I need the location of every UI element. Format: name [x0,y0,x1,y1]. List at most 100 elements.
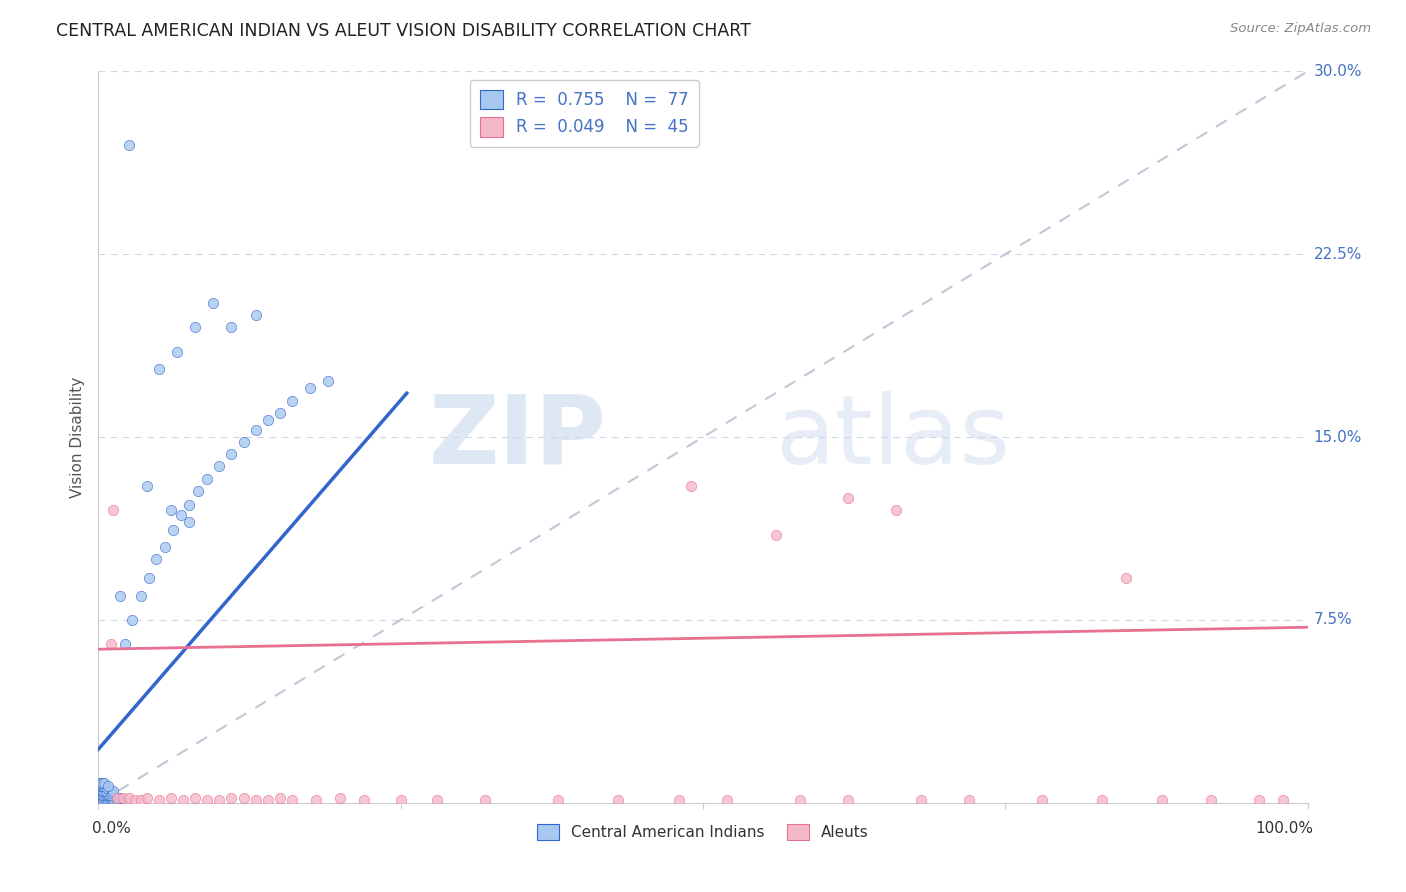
Point [353,793,375,807]
Point [91,779,114,793]
Point [93,776,115,790]
Point [145,552,167,566]
Text: 30.0%: 30.0% [1313,64,1362,78]
Point [98,789,121,803]
Point [91,783,114,797]
Point [148,793,170,807]
Point [153,540,176,554]
Point [94,789,117,803]
Text: 7.5%: 7.5% [1313,613,1353,627]
Point [105,793,128,807]
Text: 22.5%: 22.5% [1313,247,1362,261]
Point [474,793,496,807]
Point [101,791,124,805]
Point [93,786,115,800]
Point [94,783,117,797]
Point [90,783,112,797]
Point [329,791,352,805]
Point [96,781,118,796]
Y-axis label: Vision Disability: Vision Disability [70,376,86,498]
Point [118,137,141,152]
Point [299,381,322,395]
Point [166,344,188,359]
Point [100,637,122,651]
Point [105,791,128,805]
Point [837,793,859,807]
Point [269,791,291,805]
Point [93,791,115,805]
Point [90,781,112,796]
Point [316,374,339,388]
Point [547,793,569,807]
Text: Source: ZipAtlas.com: Source: ZipAtlas.com [1230,22,1371,36]
Point [221,791,243,805]
Point [886,503,908,517]
Point [305,793,328,807]
Point [98,791,121,805]
Point [91,789,114,803]
Point [160,791,183,805]
Text: CENTRAL AMERICAN INDIAN VS ALEUT VISION DISABILITY CORRELATION CHART: CENTRAL AMERICAN INDIAN VS ALEUT VISION … [56,22,751,40]
Point [232,791,254,805]
Point [96,786,118,800]
Point [100,793,122,807]
Point [202,296,225,310]
Point [957,793,980,807]
Text: ZIP: ZIP [429,391,606,483]
Point [162,523,184,537]
Point [221,320,243,334]
Point [679,479,702,493]
Point [837,491,859,505]
Point [121,613,143,627]
Point [89,783,111,797]
Point [94,793,117,807]
Text: 100.0%: 100.0% [1256,821,1313,836]
Point [208,459,231,474]
Point [101,503,124,517]
Point [269,406,291,420]
Point [135,479,157,493]
Point [129,589,152,603]
Point [1152,793,1174,807]
Point [91,783,114,797]
Point [765,527,787,541]
Point [169,508,191,522]
Point [208,793,231,807]
Point [124,793,146,807]
Point [245,308,267,322]
Point [281,393,304,408]
Point [1091,793,1114,807]
Point [245,793,267,807]
Point [160,503,183,517]
Point [281,793,304,807]
Point [1031,793,1053,807]
Point [187,483,209,498]
Text: atlas: atlas [776,391,1011,483]
Point [101,783,124,797]
Point [96,791,118,805]
Point [172,793,194,807]
Point [103,793,125,807]
Point [195,793,218,807]
Point [184,791,207,805]
Point [111,791,134,805]
Point [129,793,152,807]
Point [118,791,141,805]
Point [221,447,243,461]
Point [716,793,738,807]
Point [89,776,111,790]
Point [607,793,630,807]
Point [91,793,114,807]
Point [89,791,111,805]
Point [90,786,112,800]
Point [90,793,112,807]
Point [91,791,114,805]
Point [107,791,129,805]
Point [148,361,170,376]
Point [195,471,218,485]
Point [179,499,201,513]
Point [114,637,136,651]
Point [1272,793,1295,807]
Point [789,793,811,807]
Legend: Central American Indians, Aleuts: Central American Indians, Aleuts [531,818,875,847]
